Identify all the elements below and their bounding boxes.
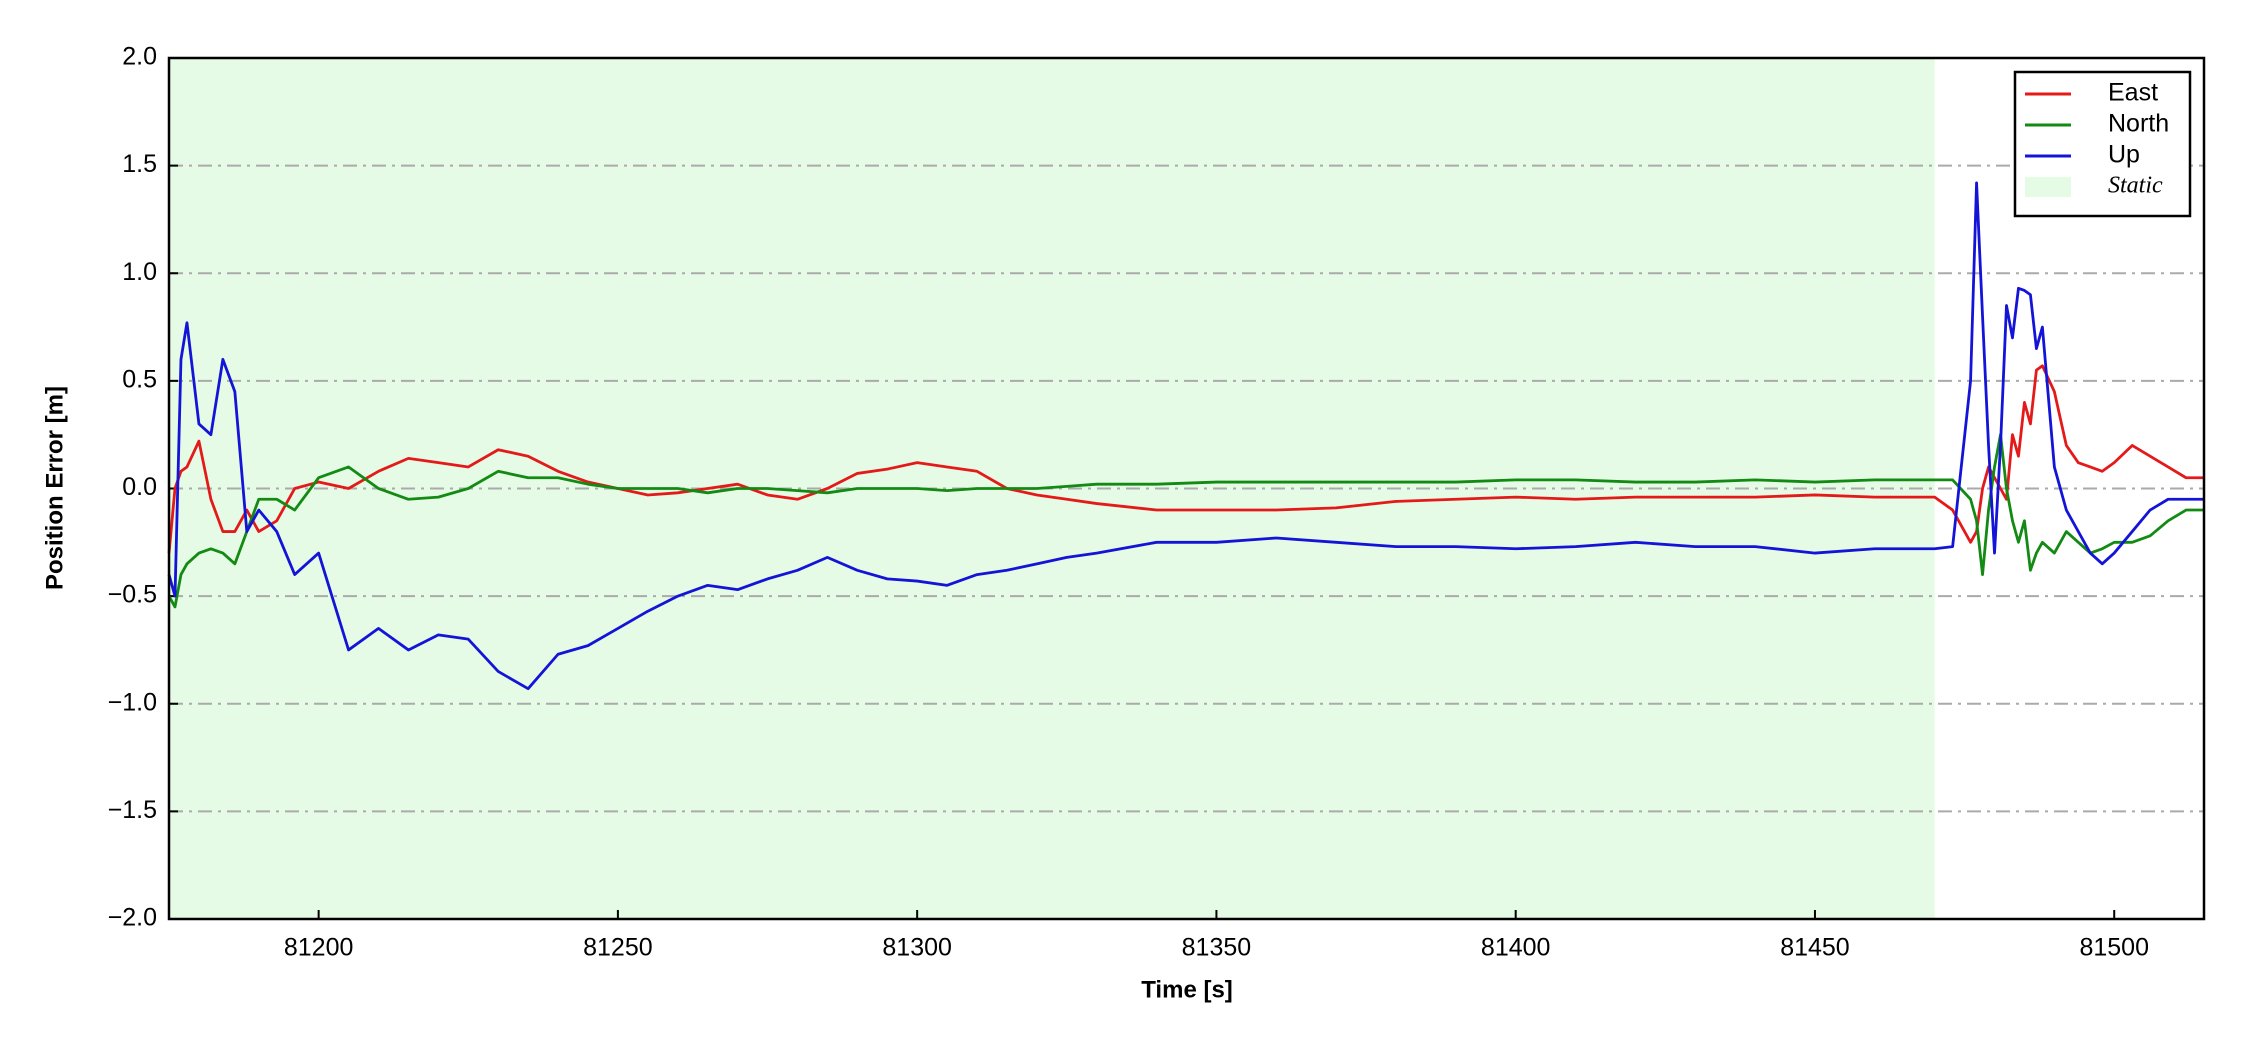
y-tick-label: −1.0 [108, 688, 157, 716]
legend-label: North [2108, 110, 2169, 138]
y-tick-label: 1.0 [122, 258, 157, 286]
y-tick-label: 2.0 [122, 43, 157, 71]
y-tick-label: 0.0 [122, 473, 157, 501]
legend: East North Up Static [2013, 70, 2192, 218]
legend-label: East [2108, 79, 2158, 107]
plot-frame [167, 56, 2206, 921]
x-tick-label: 81450 [1780, 934, 1850, 962]
y-tick-label: −0.5 [108, 581, 157, 609]
legend-label: Up [2108, 141, 2140, 169]
y-tick-label: 1.5 [122, 150, 157, 178]
y-tick-label: −1.5 [108, 796, 157, 824]
legend-label: Static [2108, 173, 2163, 199]
x-tick-label: 81350 [1182, 934, 1252, 962]
x-tick-label: 81250 [583, 934, 653, 962]
series-line [167, 433, 2204, 609]
x-axis-label: Time [s] [1141, 976, 1233, 1003]
x-tick-label: 81200 [284, 934, 354, 962]
series-line [167, 181, 2204, 691]
x-tick-label: 81400 [1481, 934, 1551, 962]
series-line [167, 364, 2204, 554]
x-tick-label: 81300 [882, 934, 952, 962]
y-tick-label: −2.0 [108, 904, 157, 932]
legend-swatch [2025, 177, 2071, 197]
y-axis-label: Position Error [m] [41, 386, 68, 590]
x-tick-label: 81500 [2079, 934, 2149, 962]
y-tick-label: 0.5 [122, 365, 157, 393]
